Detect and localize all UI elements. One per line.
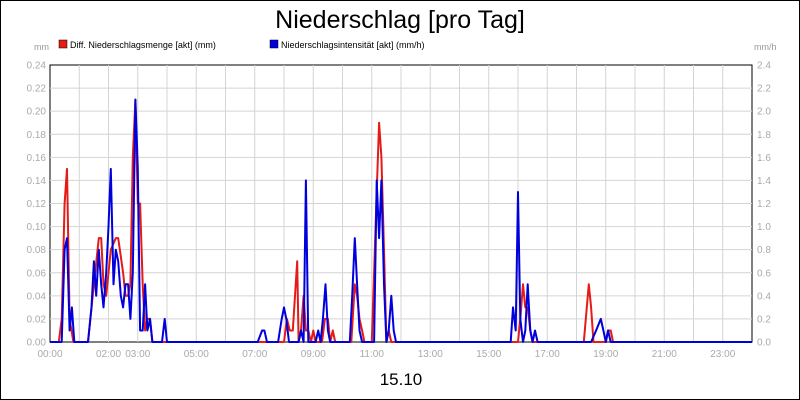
- y-right-tick-label: 0.2: [757, 314, 771, 325]
- series-line-niederschlagsmenge: [50, 98, 752, 343]
- y-left-tick-label: 0.24: [27, 61, 47, 72]
- y-right-tick-label: 1.8: [757, 130, 771, 141]
- y-right-tick-label: 1.2: [757, 199, 771, 210]
- x-tick-label: 23:00: [710, 349, 735, 360]
- y-left-tick-label: 0.04: [27, 291, 47, 302]
- legend-label-mm: Diff. Niederschlagsmenge [akt] (mm): [70, 40, 216, 50]
- x-tick-label: 00:00: [37, 349, 62, 360]
- y-left-tick-label: 0.12: [27, 199, 47, 210]
- x-tick-label: 13:00: [418, 349, 443, 360]
- x-tick-label: 07:00: [242, 349, 267, 360]
- y-right-unit: mm/h: [754, 42, 777, 52]
- legend-swatch-mmh: [269, 39, 279, 49]
- x-tick-label: 03:00: [125, 349, 150, 360]
- x-tick-label: 05:00: [184, 349, 209, 360]
- x-tick-labels: 00:00 02:00 03:00 05:00 07:00 09:00 11:00 13:00…: [37, 349, 735, 360]
- y-left-tick-label: 0.10: [27, 222, 47, 233]
- y-right-tick-label: 2.2: [757, 84, 771, 95]
- y-left-tick-label: 0.20: [27, 107, 47, 118]
- x-tick-label: 21:00: [652, 349, 677, 360]
- y-right-tick-label: 0.6: [757, 268, 771, 279]
- legend-swatch-mm: [58, 39, 68, 49]
- y-left-tick-label: 0.14: [27, 176, 47, 187]
- y-left-tick-label: 0.22: [27, 84, 47, 95]
- y-right-tick-label: 0.8: [757, 245, 771, 256]
- y-left-tick-label: 0.06: [27, 268, 47, 279]
- y-left-tick-labels: 0.00 0.02 0.04 0.06 0.08 0.10 0.12 0.14 0.16 0.18…: [27, 61, 47, 349]
- y-left-tick-label: 0.08: [27, 245, 47, 256]
- x-tick-label: 02:00: [96, 349, 121, 360]
- y-left-tick-label: 0.00: [27, 338, 47, 349]
- y-right-tick-labels: 0.0 0.2 0.4 0.6 0.8 1.0 1.2 1.4 1.6 1.8 2.0 2.2 2.4: [757, 61, 771, 349]
- legend: Diff. Niederschlagsmenge [akt] (mm) Nied…: [58, 39, 425, 50]
- y-right-tick-label: 1.4: [757, 176, 771, 187]
- x-tick-label: 19:00: [593, 349, 618, 360]
- y-left-tick-label: 0.18: [27, 130, 47, 141]
- y-left-tick-label: 0.16: [27, 153, 47, 164]
- x-tick-label: 09:00: [301, 349, 326, 360]
- y-right-tick-label: 1.0: [757, 222, 771, 233]
- y-left-unit: mm: [34, 42, 49, 52]
- grid-lines: [50, 65, 752, 342]
- y-right-tick-label: 2.0: [757, 107, 771, 118]
- chart-title: Niederschlag [pro Tag]: [275, 6, 525, 34]
- y-right-tick-label: 2.4: [757, 61, 771, 72]
- x-tick-label: 17:00: [535, 349, 560, 360]
- y-right-tick-label: 0.0: [757, 338, 771, 349]
- legend-label-mmh: Niederschlagsintensität [akt] (mm/h): [281, 40, 425, 50]
- y-left-tick-label: 0.02: [27, 314, 47, 325]
- series-line-niederschlagsintensitaet: [50, 98, 752, 343]
- series-lines: [50, 98, 752, 343]
- x-tick-label: 11:00: [360, 349, 385, 360]
- y-right-tick-label: 1.6: [757, 153, 771, 164]
- x-tick-label: 15:00: [476, 349, 501, 360]
- y-right-tick-label: 0.4: [757, 291, 771, 302]
- date-label: 15.10: [380, 370, 423, 389]
